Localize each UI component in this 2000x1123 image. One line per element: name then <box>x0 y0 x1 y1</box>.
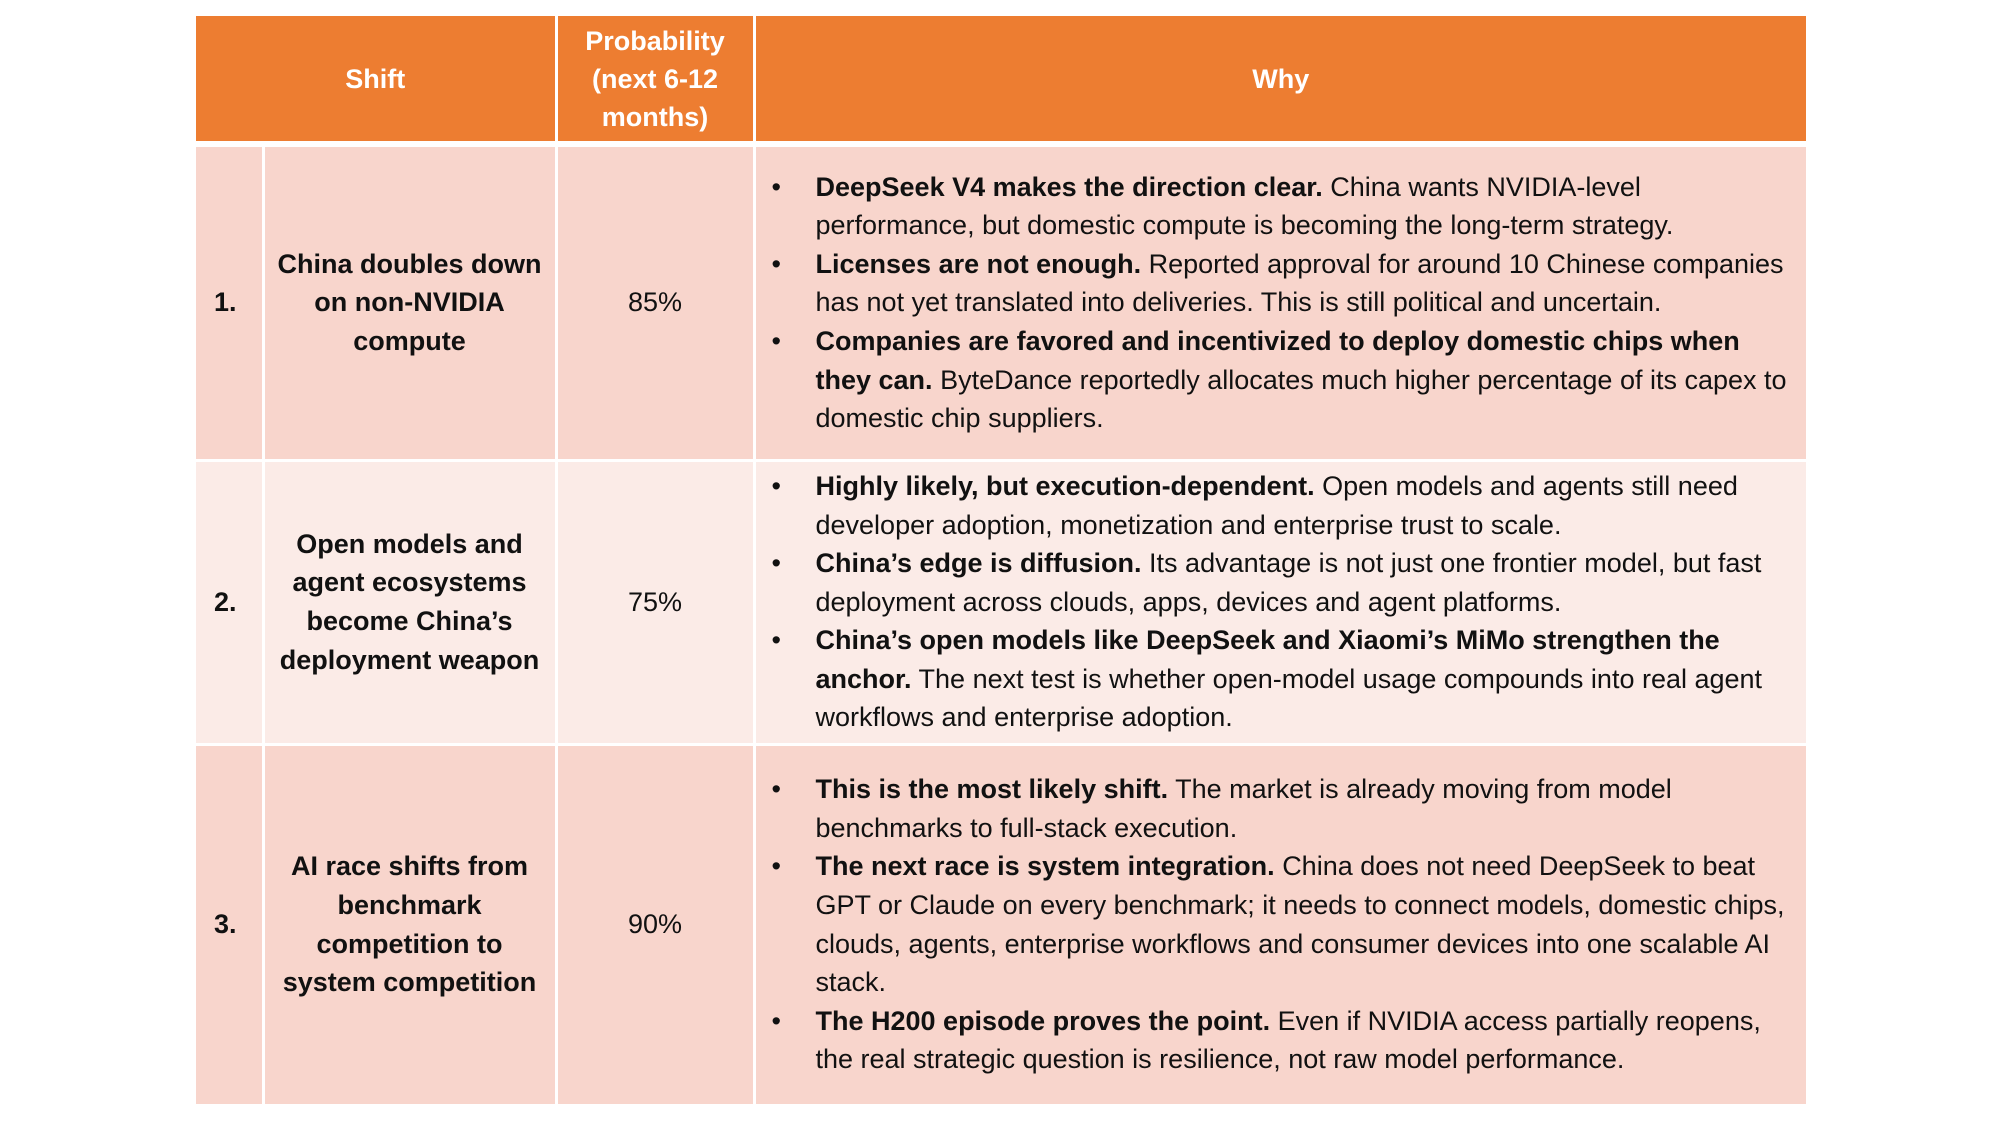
bullet-text: The market is already moving from model … <box>815 774 1672 843</box>
bullet-lead: The next race is system integration. <box>815 851 1275 882</box>
bullet-icon: • <box>771 1005 781 1036</box>
bullet-lead: DeepSeek V4 makes the direction clear. <box>815 171 1323 202</box>
table-row: 3. AI race shifts from benchmark competi… <box>196 744 1806 1107</box>
header-why: Why <box>754 16 1806 144</box>
probability-cell: 85% <box>556 144 756 462</box>
bullet-lead: China’s open models like DeepSeek and Xi… <box>815 625 1720 694</box>
bullet-icon: • <box>771 625 781 656</box>
bullet-icon: • <box>771 248 781 279</box>
why-bullet-list: • This is the most likely shift. The mark… <box>756 770 1797 1079</box>
bullet-icon: • <box>771 171 781 202</box>
bullet-lead: China’s edge is diffusion. <box>815 548 1142 579</box>
bullet-text: Reported approval for around 10 Chinese … <box>815 248 1784 318</box>
bullet-icon: • <box>771 548 781 579</box>
list-item: • Licenses are not enough. Reported appro… <box>756 245 1797 322</box>
bullet-lead: The H200 episode proves the point. <box>815 1005 1271 1036</box>
bullet-text: Open models and agents still need develo… <box>815 470 1738 540</box>
probability-cell: 90% <box>556 744 756 1107</box>
bullet-icon: • <box>771 774 781 805</box>
bullet-lead: This is the most likely shift. <box>815 774 1169 805</box>
header-row: Shift Probability (next 6-12 months) Why <box>196 16 1806 144</box>
bullet-text: Even if NVIDIA access partially reopens,… <box>815 1005 1761 1075</box>
list-item: • China’s open models like DeepSeek and X… <box>756 621 1797 737</box>
probability-cell: 75% <box>556 460 756 746</box>
header-probability: Probability (next 6-12 months) <box>556 16 756 144</box>
shift-cell: China doubles down on non-NVIDIA compute <box>263 144 558 462</box>
why-cell: • DeepSeek V4 makes the direction clear. … <box>754 144 1806 462</box>
shift-table-container: Shift Probability (next 6-12 months) Why… <box>196 16 1806 1107</box>
list-item: • China’s edge is diffusion. Its advantag… <box>756 544 1797 621</box>
why-bullet-list: • Highly likely, but execution-dependent.… <box>756 467 1797 737</box>
bullet-text: The next test is whether open-model usag… <box>815 663 1763 733</box>
table-row: 2. Open models and agent ecosystems beco… <box>196 460 1806 746</box>
list-item: • The H200 episode proves the point. Even… <box>756 1002 1797 1079</box>
bullet-text: ByteDance reportedly allocates much high… <box>815 364 1787 434</box>
list-item: • Highly likely, but execution-dependent.… <box>756 467 1797 544</box>
row-number: 3. <box>196 744 265 1107</box>
bullet-text: China does not need DeepSeek to beat GPT… <box>815 851 1785 998</box>
list-item: • DeepSeek V4 makes the direction clear. … <box>756 168 1797 245</box>
list-item: • The next race is system integration. Ch… <box>756 847 1797 1001</box>
list-item: • This is the most likely shift. The mark… <box>756 770 1797 847</box>
row-number: 2. <box>196 460 265 746</box>
bullet-lead: Companies are favored and incentivized t… <box>815 326 1740 395</box>
why-bullet-list: • DeepSeek V4 makes the direction clear. … <box>756 168 1797 438</box>
bullet-icon: • <box>771 326 781 357</box>
row-number: 1. <box>196 144 265 462</box>
bullet-text: Its advantage is not just one frontier m… <box>815 548 1762 617</box>
header-shift: Shift <box>196 16 558 144</box>
shift-cell: AI race shifts from benchmark competitio… <box>263 744 558 1107</box>
bullet-icon: • <box>771 470 781 501</box>
shift-table: Shift Probability (next 6-12 months) Why… <box>196 16 1806 1107</box>
table-row: 1. China doubles down on non-NVIDIA comp… <box>196 144 1806 462</box>
bullet-lead: Licenses are not enough. <box>815 248 1142 279</box>
bullet-text: China wants NVIDIA-level performance, bu… <box>815 171 1674 241</box>
list-item: • Companies are favored and incentivized … <box>756 322 1797 438</box>
bullet-icon: • <box>771 851 781 882</box>
bullet-lead: Highly likely, but execution-dependent. <box>815 470 1315 501</box>
shift-cell: Open models and agent ecosystems become … <box>263 460 558 746</box>
why-cell: • Highly likely, but execution-dependent.… <box>754 460 1806 746</box>
why-cell: • This is the most likely shift. The mark… <box>754 744 1806 1107</box>
